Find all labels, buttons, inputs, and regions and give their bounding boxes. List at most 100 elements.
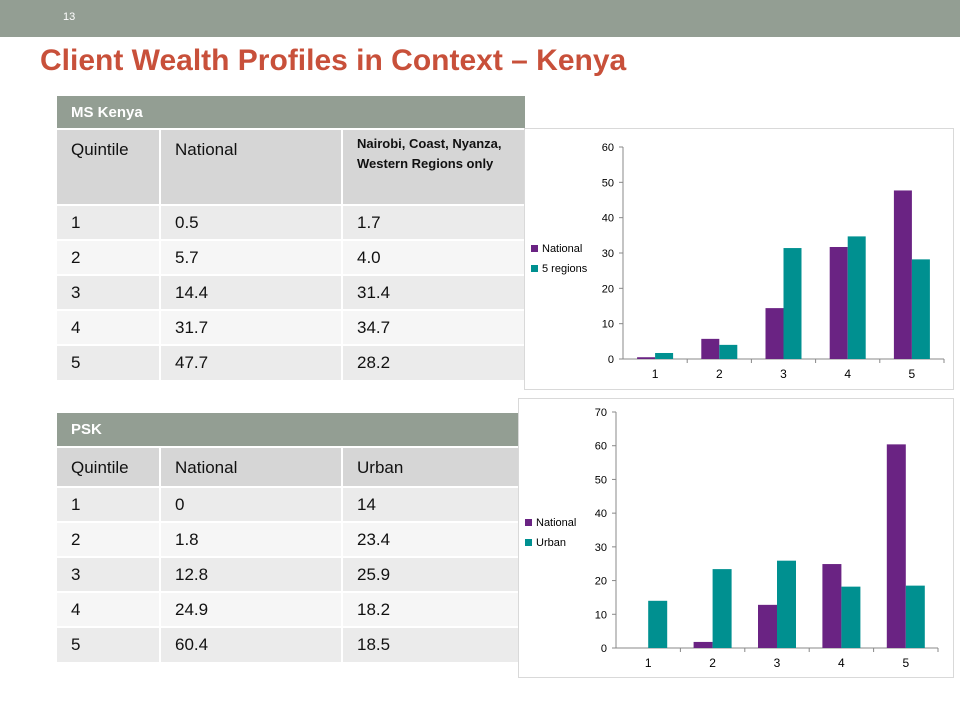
table-cell: 4	[57, 309, 160, 345]
legend-swatch	[531, 245, 538, 252]
table-row: 4 24.9 18.2	[57, 591, 518, 627]
table-cell: 31.7	[159, 309, 342, 345]
chart-frame	[518, 398, 954, 678]
column-header: National	[159, 446, 342, 487]
table-cell: 3	[57, 556, 160, 592]
table-cell: 60.4	[159, 626, 342, 662]
table-cell: 1.7	[341, 204, 525, 240]
bar-national	[701, 338, 720, 359]
table-cell: 24.9	[159, 591, 342, 627]
table-cell: 3	[57, 274, 160, 310]
bar-urban	[712, 569, 732, 648]
x-tick-label: 2	[709, 656, 716, 670]
legend-label: National	[536, 517, 576, 529]
column-header: Nairobi, Coast, Nyanza, Western Regions …	[341, 128, 525, 205]
legend-swatch	[525, 539, 532, 546]
table-cell: 47.7	[159, 344, 342, 380]
table-row: 2 5.7 4.0	[57, 239, 525, 275]
bar-5-regions	[719, 344, 738, 359]
legend-label: 5 regions	[542, 263, 588, 275]
bar-urban	[841, 586, 861, 648]
table-cell: 5	[57, 344, 160, 380]
table-cell: 18.2	[341, 591, 518, 627]
y-tick-label: 70	[595, 407, 607, 419]
legend-label: National	[542, 243, 582, 255]
table-row: 5 47.7 28.2	[57, 344, 525, 380]
y-tick-label: 60	[595, 441, 607, 453]
legend-label: Urban	[536, 537, 566, 549]
table-row: 4 31.7 34.7	[57, 309, 525, 345]
table-row: 5 60.4 18.5	[57, 626, 518, 662]
bar-5-regions	[783, 248, 802, 359]
y-tick-label: 20	[602, 283, 614, 295]
table-row: 1 0.5 1.7	[57, 204, 525, 240]
column-header: National	[159, 128, 342, 205]
table-cell: 2	[57, 521, 160, 557]
slide-title: Client Wealth Profiles in Context – Keny…	[40, 44, 627, 77]
bar-urban	[905, 585, 925, 648]
table-cell: 4.0	[341, 239, 525, 275]
y-tick-label: 40	[602, 213, 614, 225]
bar-national	[693, 641, 713, 648]
bar-national	[637, 357, 656, 359]
y-tick-label: 10	[602, 319, 614, 331]
ms-kenya-table-title: MS Kenya	[57, 96, 525, 129]
legend-swatch	[525, 519, 532, 526]
psk-chart: 0 10 20 30 40 50 60 70 1 2 3 4 5 National Urban	[518, 398, 954, 678]
table-cell: 1.8	[159, 521, 342, 557]
column-header: Urban	[341, 446, 518, 487]
bar-urban	[648, 600, 668, 648]
chart-frame	[524, 128, 954, 390]
y-tick-label: 20	[595, 576, 607, 588]
bar-national	[893, 190, 912, 359]
table-cell: 4	[57, 591, 160, 627]
y-tick-label: 50	[595, 474, 607, 486]
x-tick-label: 5	[902, 656, 909, 670]
column-header: Quintile	[57, 446, 160, 487]
y-tick-label: 0	[608, 354, 614, 366]
table-cell: 0.5	[159, 204, 342, 240]
bar-national	[886, 444, 906, 648]
y-tick-label: 0	[601, 643, 607, 655]
table-cell: 14.4	[159, 274, 342, 310]
x-tick-label: 3	[774, 656, 781, 670]
x-tick-label: 5	[909, 367, 916, 381]
x-tick-label: 2	[716, 367, 723, 381]
table-cell: 28.2	[341, 344, 525, 380]
table-cell: 2	[57, 239, 160, 275]
x-tick-label: 1	[652, 367, 659, 381]
bar-national	[829, 246, 848, 359]
y-tick-label: 30	[595, 542, 607, 554]
bar-urban	[777, 560, 796, 648]
table-cell: 14	[341, 486, 518, 522]
bar-national	[765, 308, 784, 359]
table-cell: 31.4	[341, 274, 525, 310]
x-tick-label: 1	[645, 656, 652, 670]
table-cell: 18.5	[341, 626, 518, 662]
x-tick-label: 4	[844, 367, 851, 381]
table-cell: 34.7	[341, 309, 525, 345]
table-cell: 25.9	[341, 556, 518, 592]
y-tick-label: 40	[595, 508, 607, 520]
x-tick-label: 4	[838, 656, 845, 670]
table-row: 3 12.8 25.9	[57, 556, 518, 592]
table-cell: 1	[57, 204, 160, 240]
y-tick-label: 50	[602, 177, 614, 189]
bar-5-regions	[847, 236, 866, 359]
bar-national	[822, 564, 842, 648]
column-header: Quintile	[57, 128, 160, 205]
table-row: 3 14.4 31.4	[57, 274, 525, 310]
table-cell: 12.8	[159, 556, 342, 592]
slide-number: 13	[63, 11, 76, 23]
bar-5-regions	[655, 352, 674, 359]
ms-kenya-table: MS Kenya Quintile National Nairobi, Coas…	[57, 96, 525, 380]
y-tick-label: 30	[602, 248, 614, 260]
ms-kenya-chart: 0 10 20 30 40 50 60 1 2 3 4 5 National 5 regions	[524, 128, 954, 390]
table-cell: 5.7	[159, 239, 342, 275]
y-tick-label: 60	[602, 142, 614, 154]
top-bar	[0, 0, 960, 37]
table-cell: 5	[57, 626, 160, 662]
x-tick-label: 3	[780, 367, 787, 381]
bar-national	[758, 604, 777, 648]
table-cell: 0	[159, 486, 342, 522]
